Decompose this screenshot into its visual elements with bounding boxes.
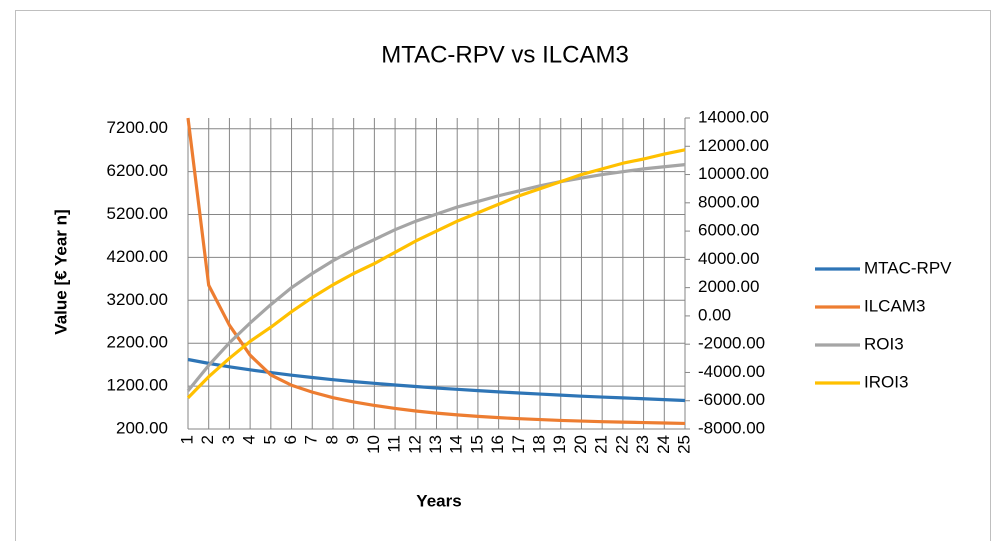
y2-tick-label: 2000.00 — [698, 277, 759, 296]
y2-tick-label: 6000.00 — [698, 221, 759, 240]
y2-tick-label: -8000.00 — [698, 418, 765, 437]
x-tick-label: 3 — [219, 435, 238, 444]
x-tick-label: 6 — [281, 435, 300, 444]
y-tick-label: 1200.00 — [107, 376, 168, 395]
x-tick-label: 24 — [654, 435, 673, 454]
series-line — [186, 148, 686, 400]
x-tick-label: 9 — [343, 435, 362, 444]
legend-label: ILCAM3 — [864, 296, 925, 315]
x-tick-label: 8 — [322, 435, 341, 444]
x-tick-label: 1 — [177, 435, 196, 444]
y-tick-label: 7200.00 — [107, 118, 168, 137]
x-tick-label: 5 — [260, 435, 279, 444]
y2-tick-label: 12000.00 — [698, 136, 769, 155]
series-line — [186, 163, 686, 392]
x-tick-label: 12 — [405, 435, 424, 454]
x-tick-label: 16 — [488, 435, 507, 454]
legend-label: ROI3 — [864, 334, 904, 353]
x-tick-label: 7 — [302, 435, 321, 444]
y2-tick-label: 14000.00 — [698, 107, 769, 126]
y2-tick-label: 10000.00 — [698, 164, 769, 183]
y-tick-label: 5200.00 — [107, 204, 168, 223]
x-tick-label: 21 — [592, 435, 611, 454]
x-tick-label: 11 — [385, 435, 404, 453]
y2-tick-label: -6000.00 — [698, 390, 765, 409]
y-tick-label: 200.00 — [116, 418, 168, 437]
x-tick-label: 10 — [364, 435, 383, 454]
y2-tick-label: 4000.00 — [698, 249, 759, 268]
series-line — [186, 117, 686, 426]
x-tick-label: 17 — [509, 435, 528, 454]
x-tick-label: 13 — [426, 435, 445, 454]
x-tick-label: 4 — [240, 435, 259, 444]
y-tick-label: 6200.00 — [107, 161, 168, 180]
x-tick-label: 23 — [633, 435, 652, 454]
chart-border — [15, 10, 991, 541]
chart-title: MTAC-RPV vs ILCAM3 — [381, 41, 629, 68]
y-tick-label: 4200.00 — [107, 247, 168, 266]
legend-label: IROI3 — [864, 372, 908, 391]
legend-label: MTAC-RPV — [864, 258, 952, 277]
y2-tick-label: 8000.00 — [698, 192, 759, 211]
x-axis-title: Years — [416, 491, 461, 510]
x-tick-label: 2 — [198, 435, 217, 444]
y2-tick-label: -4000.00 — [698, 362, 765, 381]
y2-tick-label: 0.00 — [698, 305, 731, 324]
y-tick-label: 2200.00 — [107, 333, 168, 352]
x-tick-label: 20 — [571, 435, 590, 454]
x-tick-label: 14 — [447, 435, 466, 454]
series-line — [187, 357, 686, 403]
y2-tick-label: -2000.00 — [698, 334, 765, 353]
y-axis-title: Value [€ Year n] — [51, 209, 70, 334]
y-tick-label: 3200.00 — [107, 290, 168, 309]
x-tick-label: 19 — [550, 435, 569, 454]
x-tick-label: 15 — [467, 435, 486, 454]
x-tick-label: 18 — [530, 435, 549, 454]
x-tick-label: 25 — [674, 435, 693, 454]
x-tick-label: 22 — [612, 435, 631, 454]
